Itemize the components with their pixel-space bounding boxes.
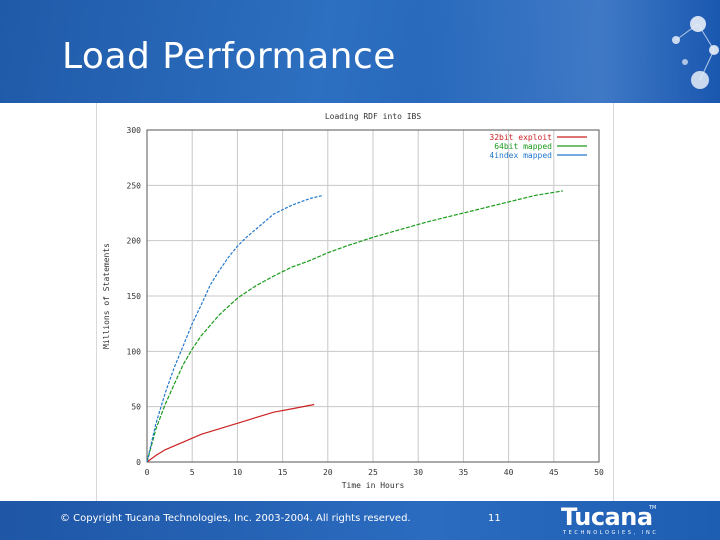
- x-tick-label: 35: [459, 468, 469, 477]
- x-tick-label: 45: [549, 468, 559, 477]
- y-tick-label: 100: [127, 347, 142, 356]
- series-line-1: [146, 403, 315, 463]
- line-chart: Loading RDF into IBS 050100150200250300 …: [102, 112, 604, 490]
- logo-wordmark: Tucana: [561, 503, 653, 531]
- header-shade: [420, 0, 720, 103]
- y-tick-label: 150: [127, 292, 142, 301]
- logo-trademark: TM: [649, 505, 657, 511]
- slide-footer: © Copyright Tucana Technologies, Inc. 20…: [0, 501, 720, 540]
- legend-label: 32bit exploit: [489, 133, 552, 142]
- x-tick-label: 50: [594, 468, 604, 477]
- copyright-text: © Copyright Tucana Technologies, Inc. 20…: [60, 513, 411, 524]
- x-tick-label: 10: [233, 468, 243, 477]
- y-tick-labels: 0 50 100 150 200 250 300: [127, 126, 142, 467]
- series-line-2: [146, 190, 563, 463]
- chart-container: Loading RDF into IBS 0 50 100 150 200 250 300 …: [96, 103, 614, 501]
- x-axis-label: Time in Hours: [342, 481, 405, 490]
- chart-grid: [146, 129, 600, 463]
- decorative-dots-icon: [672, 16, 719, 89]
- x-tick-label: 5: [190, 468, 195, 477]
- y-tick-label: 250: [127, 181, 142, 190]
- x-tick-label: 0: [145, 468, 150, 477]
- chart-series: [146, 190, 563, 463]
- page-number: 11: [488, 513, 501, 524]
- legend-label: 64bit mapped: [494, 142, 552, 151]
- x-tick-labels: 0 5 10 15 20 25 30 35 40 45 50: [145, 468, 604, 477]
- x-tick-label: 20: [323, 468, 333, 477]
- logo-subtext: TECHNOLOGIES, INC: [563, 530, 659, 536]
- x-tick-label: 25: [368, 468, 378, 477]
- y-axis-label: Millions of Statements: [102, 243, 111, 349]
- x-tick-label: 15: [278, 468, 288, 477]
- tucana-logo: Tucana TM TECHNOLOGIES, INC: [553, 503, 663, 537]
- slide-title: Load Performance: [62, 36, 396, 77]
- slide-header: Load Performance: [0, 0, 720, 103]
- y-tick-label: 200: [127, 237, 142, 246]
- y-tick-label: 0: [136, 458, 141, 467]
- chart-title: Loading RDF into IBS: [325, 112, 422, 121]
- y-tick-label: 50: [131, 403, 141, 412]
- x-tick-label: 40: [504, 468, 514, 477]
- y-tick-label: 300: [127, 126, 142, 135]
- legend-label: 4index mapped: [489, 151, 552, 160]
- x-tick-label: 30: [413, 468, 423, 477]
- series-line-3: [146, 194, 324, 463]
- plot-frame: [146, 129, 600, 463]
